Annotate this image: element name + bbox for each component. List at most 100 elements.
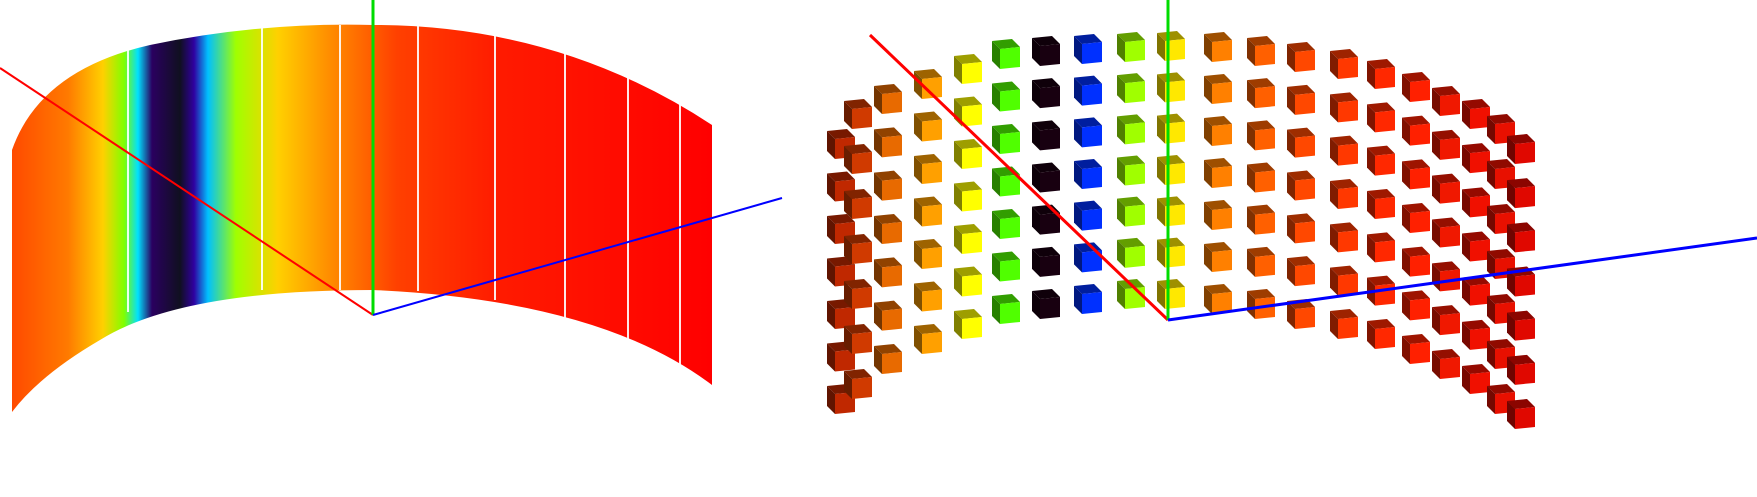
- cube: [844, 279, 872, 309]
- cube: [1117, 73, 1145, 104]
- cube: [1074, 34, 1102, 64]
- cube: [1074, 159, 1102, 189]
- cube: [1367, 102, 1395, 133]
- cube: [1204, 116, 1232, 146]
- cube: [1117, 196, 1145, 227]
- cube: [1367, 145, 1395, 176]
- cube: [1507, 354, 1535, 385]
- cube: [1074, 117, 1102, 148]
- cube: [992, 209, 1020, 239]
- cube: [1330, 49, 1358, 79]
- cube: [1507, 178, 1535, 209]
- cube: [1117, 32, 1145, 62]
- cube: [1032, 36, 1060, 66]
- cube: [1157, 196, 1185, 227]
- cube: [1247, 36, 1275, 66]
- cube: [1402, 334, 1430, 364]
- cube: [1367, 319, 1395, 349]
- cube: [992, 39, 1020, 69]
- cube: [1462, 319, 1490, 350]
- cube: [1330, 309, 1358, 339]
- cube: [954, 96, 982, 127]
- cube: [1157, 31, 1185, 61]
- cube: [1157, 237, 1185, 268]
- z-axis-line: [1167, 236, 1757, 322]
- cube: [844, 189, 872, 219]
- cube: [1117, 114, 1145, 145]
- cube: [1204, 74, 1232, 104]
- cube: [914, 324, 942, 354]
- cube: [844, 324, 872, 354]
- cube: [914, 69, 942, 99]
- cube: [1074, 75, 1102, 106]
- cube: [1157, 279, 1185, 309]
- cube: [1462, 187, 1490, 218]
- cube: [827, 214, 855, 244]
- cube: [1032, 289, 1060, 319]
- cube: [874, 344, 902, 374]
- cube: [1330, 179, 1358, 209]
- cube: [1287, 42, 1315, 72]
- cube: [1432, 261, 1460, 292]
- cube: [1157, 155, 1185, 185]
- cube: [914, 196, 942, 227]
- cube: [1402, 290, 1430, 321]
- cube: [1330, 265, 1358, 296]
- cube: [1462, 231, 1490, 262]
- cube: [874, 300, 902, 331]
- cube: [844, 369, 872, 399]
- cube: [1157, 72, 1185, 103]
- cube: [1462, 275, 1490, 306]
- cube: [1330, 135, 1358, 166]
- cube: [1204, 200, 1232, 230]
- cube: [1247, 120, 1275, 151]
- cube: [992, 124, 1020, 154]
- cube: [1432, 129, 1460, 160]
- cube: [827, 384, 855, 414]
- cube: [954, 309, 982, 339]
- cube: [992, 294, 1020, 324]
- cube: [914, 154, 942, 184]
- cube: [914, 239, 942, 269]
- cube: [1287, 256, 1315, 287]
- cube: [1507, 134, 1535, 164]
- cube: [1462, 364, 1490, 394]
- cube: [1204, 32, 1232, 62]
- cube: [1432, 86, 1460, 116]
- cube: [1032, 204, 1060, 235]
- cube: [1507, 310, 1535, 341]
- cube: [1157, 113, 1185, 144]
- cube: [1287, 127, 1315, 158]
- cube: [827, 299, 855, 329]
- cube: [874, 127, 902, 158]
- cube: [1247, 246, 1275, 277]
- cube: [1432, 173, 1460, 204]
- cube: [1074, 200, 1102, 231]
- cube: [874, 214, 902, 244]
- cube: [1507, 222, 1535, 253]
- cube: [1032, 162, 1060, 193]
- left-cylinder-view: [0, 0, 783, 413]
- x-axis-line: [868, 33, 1170, 322]
- cube: [1432, 305, 1460, 336]
- cube: [954, 224, 982, 254]
- cube: [992, 251, 1020, 282]
- cube: [914, 111, 942, 142]
- cube: [1507, 399, 1535, 429]
- z-axis-line: [372, 197, 783, 316]
- cube: [1462, 99, 1490, 129]
- cube: [1402, 203, 1430, 233]
- cube: [1247, 204, 1275, 235]
- cube: [1432, 349, 1460, 379]
- cube: [992, 166, 1020, 197]
- cube: [1074, 284, 1102, 314]
- cube: [844, 234, 872, 264]
- cube-grid: [827, 31, 1535, 429]
- cube: [1402, 115, 1430, 146]
- x-axis-line: [0, 67, 374, 316]
- cube: [1287, 84, 1315, 115]
- cube: [1330, 222, 1358, 253]
- cube: [954, 266, 982, 297]
- cube: [1287, 170, 1315, 201]
- cube: [1402, 72, 1430, 102]
